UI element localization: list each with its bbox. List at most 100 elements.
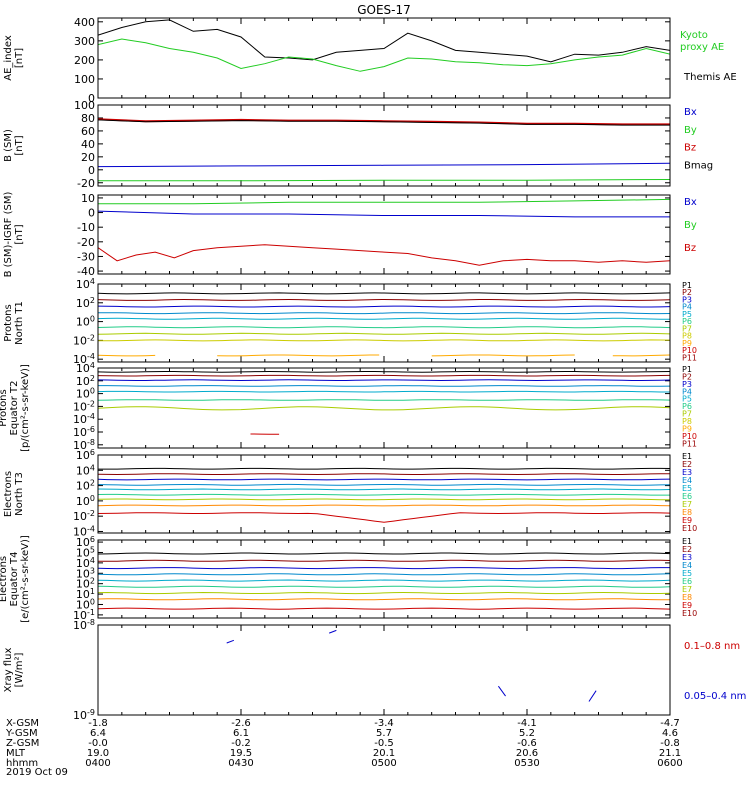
tick-exponent: -2 — [87, 333, 95, 342]
y-axis-label-line: Electrons — [3, 471, 14, 517]
x-tick-z_gsm: -0.6 — [517, 738, 537, 749]
series-e6 — [98, 585, 670, 588]
y-tick-label: 106 — [76, 535, 95, 549]
series-p9 — [431, 354, 575, 357]
tick-base: 10 — [73, 609, 87, 622]
y-axis-label-line: Protons — [0, 389, 9, 426]
x-row-label: Y-GSM — [5, 728, 38, 739]
tick-exponent: 2 — [90, 374, 95, 383]
series-e7 — [98, 591, 670, 595]
y-tick-label: 10-2 — [73, 399, 95, 413]
legend-bx: Bx — [684, 107, 697, 118]
y-axis-label: Protons North T1 — [3, 301, 25, 345]
series-kyoto-proxy-ae — [98, 38, 670, 72]
x-row-label: hhmm — [6, 758, 38, 769]
tick-base: 10 — [73, 426, 87, 439]
legend-kyoto-proxy-ae: Kyoto — [680, 30, 708, 41]
series-p1 — [98, 292, 670, 295]
series-e5 — [98, 579, 670, 582]
series-p3 — [98, 379, 670, 382]
tick-exponent: 4 — [90, 556, 95, 565]
x-tick-z_gsm: -0.5 — [374, 738, 394, 749]
y-axis-label: Protons Equator T2 [p/(cm²-s-sr-keV)] — [0, 364, 31, 452]
tick-exponent: 5 — [90, 545, 95, 554]
legend-bx: Bx — [684, 197, 697, 208]
channel-label-p1: P1 — [682, 281, 692, 290]
channel-label-p11: P11 — [682, 439, 697, 448]
channel-label-e4: E4 — [682, 476, 692, 485]
tick-base: 10 — [73, 413, 87, 426]
y-tick-label: 10-4 — [73, 524, 95, 538]
series-p9 — [98, 354, 156, 357]
y-tick-label: 0 — [88, 207, 95, 220]
x-tick-z_gsm: -0.0 — [88, 738, 108, 749]
y-tick-label: 100 — [74, 73, 95, 86]
series-p3 — [98, 305, 670, 308]
channel-label-p7: P7 — [682, 410, 692, 419]
y-axis-label-line: [W/m²] — [14, 652, 25, 687]
y-tick-label: 200 — [74, 54, 95, 67]
panel-frame — [97, 367, 671, 449]
x-row-label: Z-GSM — [6, 738, 39, 749]
x-tick-mlt: 19.0 — [87, 748, 109, 759]
series-p4 — [98, 385, 670, 387]
channel-label-p10: P10 — [682, 346, 697, 355]
legend-by: By — [684, 125, 697, 136]
channel-label-e7: E7 — [682, 500, 692, 509]
tick-base: 10 — [73, 400, 87, 413]
channel-label-e9: E9 — [682, 516, 692, 525]
y-axis-label: AE_index [nT] — [3, 35, 25, 81]
y-axis-label-line: [e/(cm²-s-sr-keV)] — [20, 535, 31, 623]
y-axis-label-line: Xray flux — [3, 648, 14, 693]
tick-base: 10 — [76, 495, 90, 508]
y-tick-label: 400 — [74, 16, 95, 29]
channel-label-p6: P6 — [682, 402, 692, 411]
tick-exponent: -4 — [87, 412, 95, 421]
x-tick-mlt: 20.1 — [373, 748, 395, 759]
date-label: 2019 Oct 09 — [6, 767, 68, 778]
tick-exponent: 2 — [90, 479, 95, 488]
series-group — [226, 629, 597, 702]
tick-base: 10 — [76, 388, 90, 401]
x-tick-x_gsm: -4.1 — [517, 718, 537, 729]
channel-label-p6: P6 — [682, 317, 692, 326]
panel-frame — [97, 17, 671, 99]
y-tick-label: 102 — [76, 479, 95, 493]
series-p5 — [98, 317, 670, 320]
series-p4 — [98, 312, 670, 315]
y-tick-label: -20 — [77, 236, 95, 249]
series-bmag — [98, 119, 670, 126]
series-p2 — [98, 298, 670, 301]
y-axis-label-line: [p/(cm²-s-sr-keV)] — [20, 364, 31, 452]
x-tick-y_gsm: 4.6 — [662, 728, 678, 739]
tick-base: 10 — [73, 353, 87, 366]
x-tick-z_gsm: -0.2 — [231, 738, 251, 749]
tick-exponent: -6 — [87, 425, 95, 434]
y-tick-label: 104 — [76, 463, 95, 477]
channel-label-e2: E2 — [682, 460, 692, 469]
legend-by: By — [684, 220, 697, 231]
y-tick-label: 102 — [76, 577, 95, 591]
series-p6 — [98, 326, 670, 329]
x-tick-hhmm: 0500 — [371, 758, 396, 769]
y-axis-label: Xray flux [W/m²] — [3, 648, 25, 693]
y-tick-label: 10-8 — [73, 438, 95, 452]
channel-label-p5: P5 — [682, 395, 692, 404]
series-e2 — [98, 559, 670, 562]
x-tick-hhmm: 0530 — [514, 758, 539, 769]
y-tick-label: 300 — [74, 35, 95, 48]
channel-label-e5: E5 — [682, 484, 692, 493]
legend-bz: Bz — [684, 243, 696, 254]
tick-exponent: -4 — [87, 524, 95, 533]
x-tick-hhmm: 0430 — [228, 758, 253, 769]
series-p9 — [612, 354, 670, 357]
tick-base: 10 — [73, 439, 87, 452]
channel-label-e4: E4 — [682, 561, 692, 570]
series-e1 — [98, 467, 670, 470]
tick-exponent: 0 — [90, 494, 95, 503]
y-tick-label: 106 — [76, 448, 95, 462]
x-tick-mlt: 21.1 — [659, 748, 681, 759]
y-tick-label: 103 — [76, 566, 95, 580]
